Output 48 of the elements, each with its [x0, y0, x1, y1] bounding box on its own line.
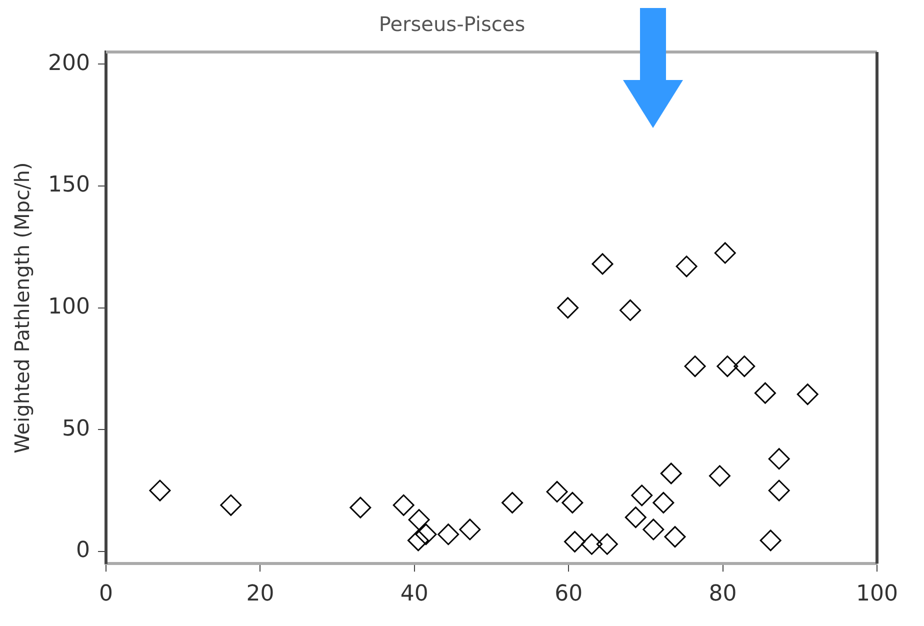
- point: [714, 242, 736, 264]
- point: [652, 492, 674, 514]
- point: [620, 299, 642, 321]
- point: [760, 530, 782, 552]
- point: [716, 356, 738, 378]
- point: [557, 297, 579, 319]
- y-axis-title: Weighted Pathlength (Mpc/h): [10, 162, 34, 454]
- y-tick-label: 50: [62, 416, 90, 442]
- point: [734, 356, 756, 378]
- y-tick-label: 0: [76, 538, 90, 564]
- point: [664, 526, 686, 548]
- point: [350, 496, 372, 518]
- point: [768, 480, 790, 502]
- x-tick-label: 60: [554, 582, 583, 607]
- point: [631, 484, 653, 506]
- point: [592, 253, 614, 275]
- y-tick-label: 100: [48, 294, 90, 320]
- x-tick-label: 100: [856, 582, 898, 607]
- point: [564, 530, 586, 552]
- chart-title: Perseus-Pisces: [378, 12, 526, 36]
- point: [415, 524, 437, 546]
- point: [580, 533, 602, 555]
- point: [149, 480, 171, 502]
- point: [754, 382, 776, 404]
- x-tick-label: 80: [708, 582, 737, 607]
- point: [642, 518, 664, 540]
- point: [408, 530, 429, 552]
- x-tick-label: 20: [246, 582, 274, 607]
- point: [220, 494, 242, 516]
- point: [660, 462, 682, 484]
- point: [392, 494, 414, 516]
- x-tick-label: 40: [400, 582, 428, 607]
- point: [562, 492, 584, 514]
- point: [708, 465, 730, 487]
- point: [502, 492, 524, 514]
- point: [459, 518, 481, 540]
- point: [684, 356, 706, 378]
- point: [768, 448, 790, 470]
- point: [546, 480, 568, 502]
- point: [438, 524, 460, 546]
- point: [596, 533, 618, 555]
- y-tick-label: 200: [48, 50, 90, 76]
- y-tick-label: 150: [48, 172, 90, 198]
- point: [676, 256, 698, 278]
- point: [624, 506, 646, 528]
- point: [408, 509, 430, 530]
- point: [796, 384, 818, 406]
- x-tick-label: 0: [98, 582, 113, 607]
